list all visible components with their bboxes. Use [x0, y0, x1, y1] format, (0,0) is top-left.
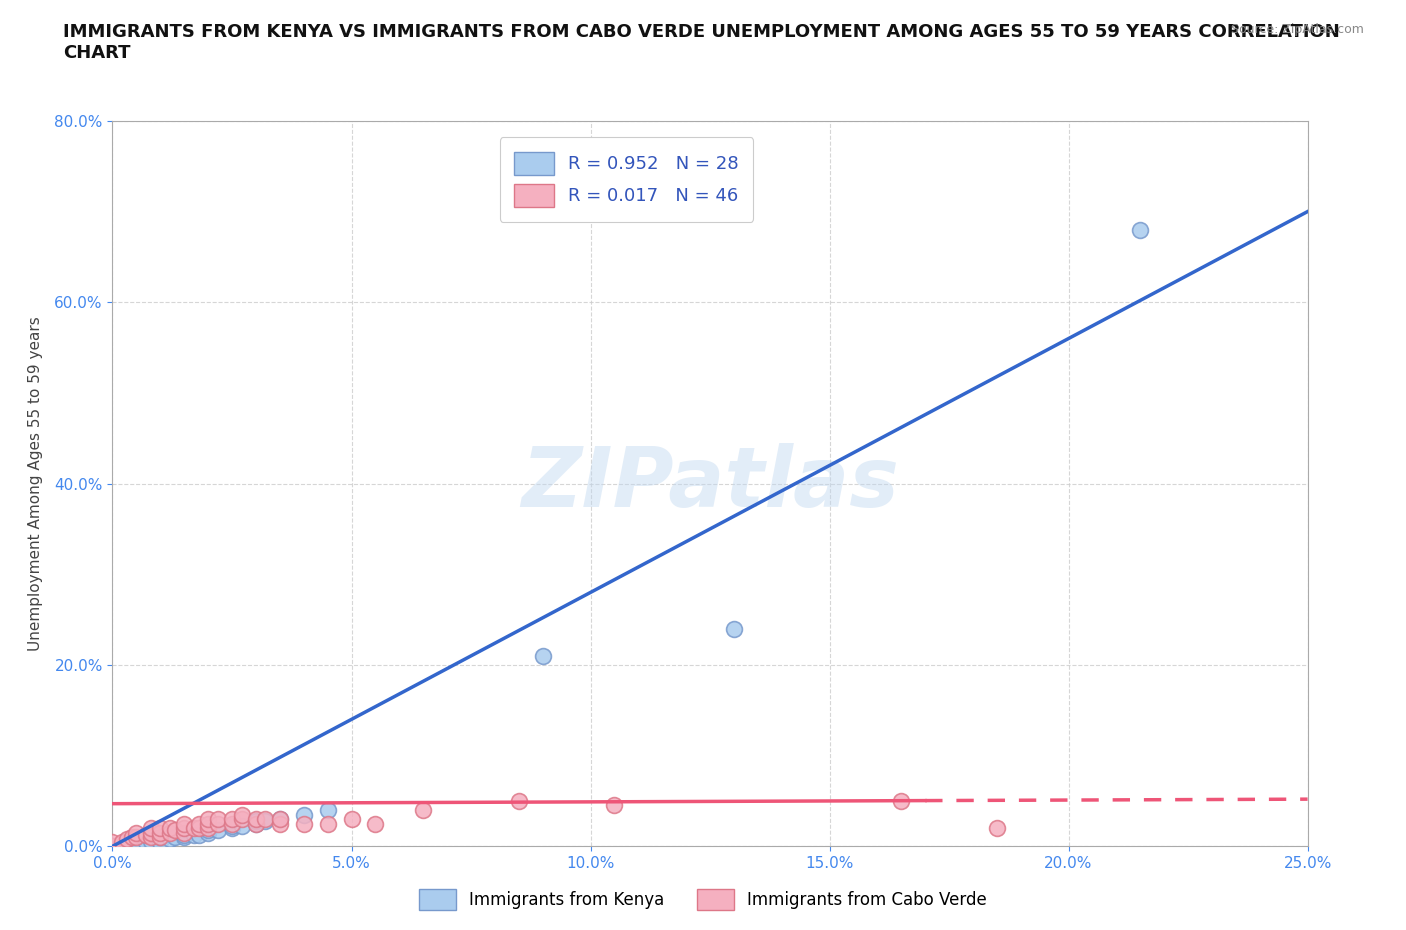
- Point: [269, 817, 291, 831]
- Point: [125, 830, 148, 844]
- Point: [139, 821, 162, 836]
- Legend: Immigrants from Kenya, Immigrants from Cabo Verde: Immigrants from Kenya, Immigrants from C…: [412, 883, 994, 917]
- Point: [207, 817, 229, 831]
- Point: [221, 821, 243, 836]
- Point: [125, 836, 148, 851]
- Point: [173, 825, 195, 840]
- Point: [149, 830, 172, 844]
- Point: [163, 830, 186, 844]
- Point: [531, 648, 554, 663]
- Point: [231, 807, 253, 822]
- Point: [187, 828, 209, 843]
- Point: [125, 825, 148, 840]
- Point: [135, 828, 157, 843]
- Point: [207, 812, 229, 827]
- Point: [149, 821, 172, 836]
- Point: [197, 825, 219, 840]
- Point: [121, 830, 143, 844]
- Point: [890, 793, 912, 808]
- Point: [221, 812, 243, 827]
- Point: [254, 812, 277, 827]
- Point: [508, 793, 530, 808]
- Point: [115, 831, 138, 846]
- Point: [159, 821, 181, 836]
- Point: [149, 830, 172, 844]
- Point: [173, 830, 195, 844]
- Point: [139, 833, 162, 848]
- Point: [183, 827, 205, 842]
- Point: [221, 817, 243, 831]
- Point: [173, 828, 195, 843]
- Point: [163, 822, 186, 837]
- Point: [149, 825, 172, 840]
- Point: [269, 812, 291, 827]
- Point: [364, 817, 387, 831]
- Text: ZIPatlas: ZIPatlas: [522, 443, 898, 525]
- Point: [292, 817, 315, 831]
- Point: [603, 798, 626, 813]
- Y-axis label: Unemployment Among Ages 55 to 59 years: Unemployment Among Ages 55 to 59 years: [28, 316, 44, 651]
- Point: [159, 825, 181, 840]
- Point: [245, 817, 267, 831]
- Point: [197, 821, 219, 836]
- Point: [245, 814, 267, 829]
- Point: [986, 821, 1008, 836]
- Point: [316, 803, 339, 817]
- Point: [231, 819, 253, 834]
- Point: [173, 817, 195, 831]
- Point: [139, 830, 162, 844]
- Point: [254, 814, 277, 829]
- Point: [149, 834, 172, 849]
- Point: [197, 822, 219, 837]
- Text: Source: ZipAtlas.com: Source: ZipAtlas.com: [1230, 23, 1364, 36]
- Point: [207, 822, 229, 837]
- Point: [135, 834, 157, 849]
- Point: [101, 839, 124, 854]
- Point: [111, 834, 134, 849]
- Text: IMMIGRANTS FROM KENYA VS IMMIGRANTS FROM CABO VERDE UNEMPLOYMENT AMONG AGES 55 T: IMMIGRANTS FROM KENYA VS IMMIGRANTS FROM…: [63, 23, 1340, 62]
- Point: [723, 621, 745, 636]
- Point: [245, 817, 267, 831]
- Legend: R = 0.952   N = 28, R = 0.017   N = 46: R = 0.952 N = 28, R = 0.017 N = 46: [499, 138, 754, 221]
- Point: [101, 839, 124, 854]
- Point: [412, 803, 434, 817]
- Point: [115, 839, 138, 854]
- Point: [183, 821, 205, 836]
- Point: [221, 819, 243, 834]
- Point: [292, 807, 315, 822]
- Point: [173, 821, 195, 836]
- Point: [197, 812, 219, 827]
- Point: [197, 817, 219, 831]
- Point: [316, 817, 339, 831]
- Point: [139, 825, 162, 840]
- Point: [187, 817, 209, 831]
- Point: [159, 831, 181, 846]
- Point: [1129, 222, 1152, 237]
- Point: [340, 812, 363, 827]
- Point: [187, 821, 209, 836]
- Point: [269, 812, 291, 827]
- Point: [245, 812, 267, 827]
- Point: [231, 812, 253, 827]
- Point: [101, 834, 124, 849]
